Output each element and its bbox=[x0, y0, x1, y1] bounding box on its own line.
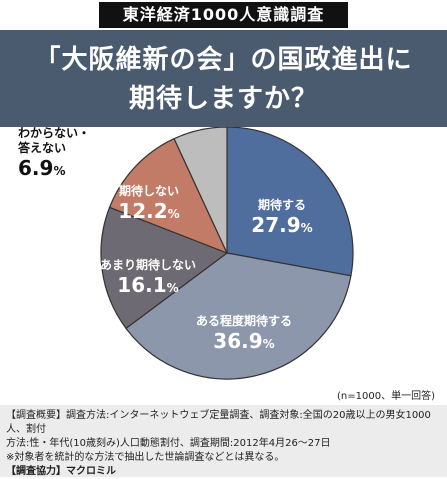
footnote-box: 【調査概要】調査方法:インターネットウェブ定量調査、調査対象:全国の20歳以上の… bbox=[0, 405, 447, 477]
title-banner bbox=[0, 30, 447, 127]
slice-label-not-much-expect: あまり期待しない bbox=[100, 257, 196, 272]
slice-value-expect: 27.9% bbox=[251, 213, 312, 237]
slice-value-dont-know: 6.9% bbox=[18, 156, 65, 180]
footnote-line-1: 【調査概要】調査方法:インターネットウェブ定量調査、調査対象:全国の20歳以上の… bbox=[6, 410, 431, 435]
pie-slice-not-expect bbox=[108, 137, 229, 255]
pie-slice-dont-know bbox=[173, 127, 228, 254]
slice-label-not-expect: 期待しない bbox=[119, 183, 179, 198]
pie-slice-not-much-expect bbox=[100, 206, 229, 330]
title-line-2: 期待しますか？ bbox=[128, 84, 318, 114]
pie-slice-somewhat-expect bbox=[125, 252, 352, 380]
sample-note: (n=1000、単一回答) bbox=[337, 391, 435, 402]
pie-slice-expect bbox=[226, 127, 354, 277]
slice-label-expect: 期待する bbox=[258, 197, 306, 212]
slice-label-dont-know: 答えない bbox=[18, 140, 66, 155]
slice-label-dont-know: わからない・ bbox=[18, 127, 90, 140]
title-line-1: 「大阪維新の会」の国政進出に bbox=[34, 45, 413, 75]
footnote-line-2: 方法:性・年代(10歳刻み)人口動態割付、調査期間:2012年4月26〜27日 bbox=[6, 438, 331, 449]
footnote-line-4: 【調査協力】マクロミル bbox=[6, 466, 116, 477]
survey-badge: 東洋経済1000人意識調査 bbox=[99, 2, 348, 28]
slice-value-not-much-expect: 16.1% bbox=[117, 273, 178, 297]
slice-value-not-expect: 12.2% bbox=[118, 199, 179, 223]
slice-value-somewhat-expect: 36.9% bbox=[213, 329, 274, 353]
slice-label-somewhat-expect: ある程度期待する bbox=[196, 313, 292, 328]
footnote-line-3: ※対象者を統計的な方法で抽出した世論調査などとは異なる。 bbox=[6, 452, 285, 463]
